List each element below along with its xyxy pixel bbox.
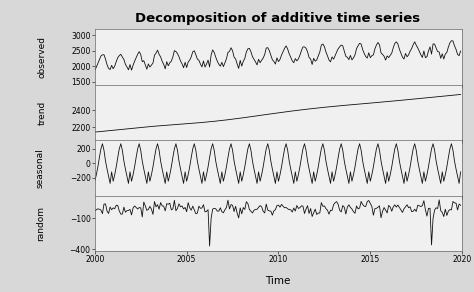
Y-axis label: seasonal: seasonal xyxy=(36,148,45,188)
Y-axis label: random: random xyxy=(36,206,45,241)
Y-axis label: observed: observed xyxy=(37,36,46,78)
Y-axis label: trend: trend xyxy=(37,100,46,125)
Text: Decomposition of additive time series: Decomposition of additive time series xyxy=(135,12,420,25)
Text: Time: Time xyxy=(264,276,290,286)
